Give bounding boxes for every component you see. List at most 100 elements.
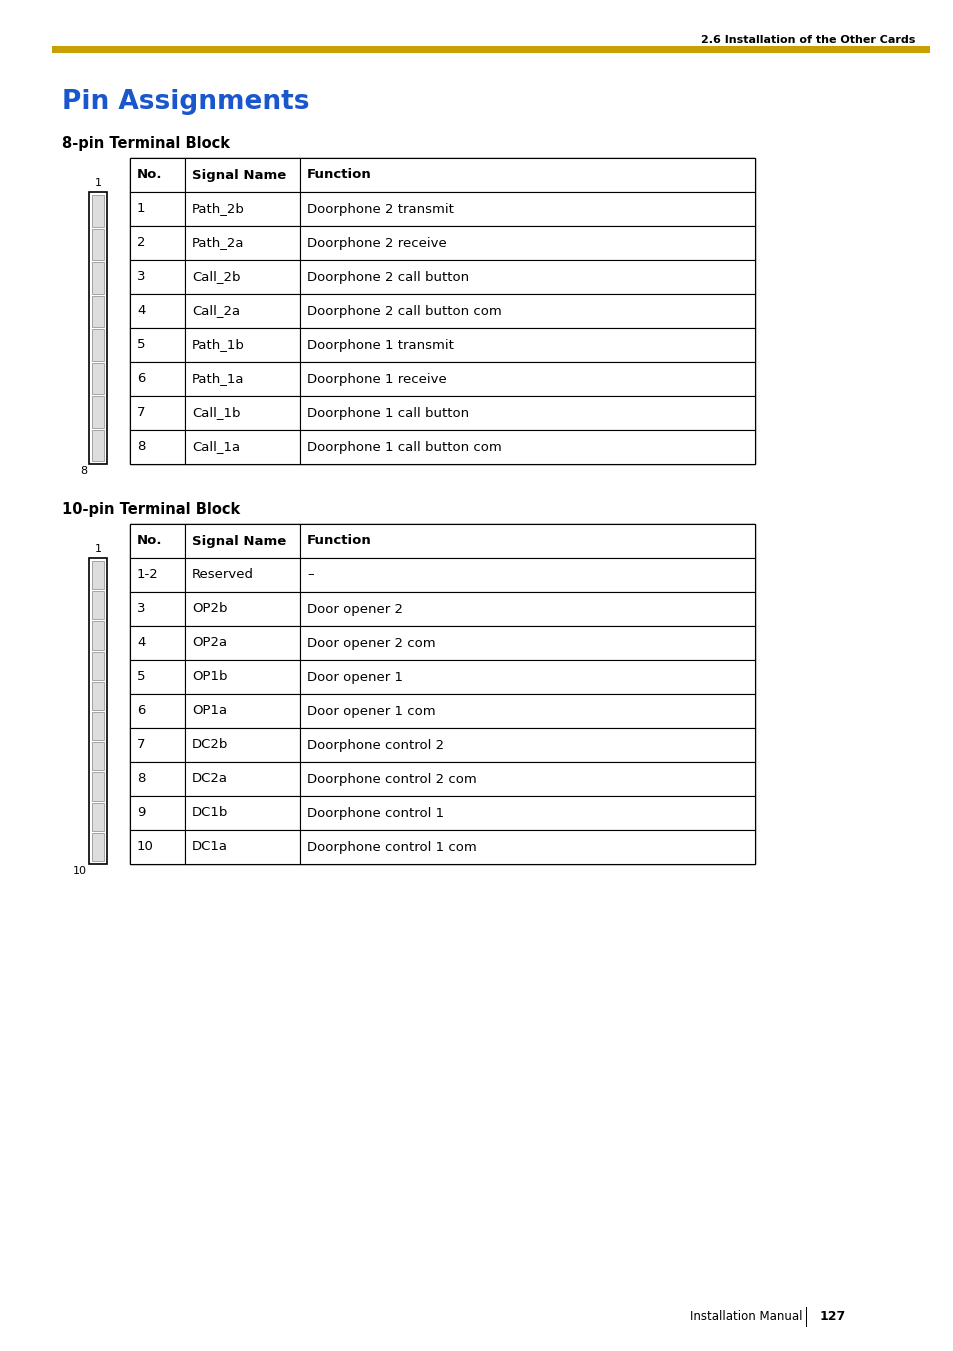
Bar	[185, 661, 299, 694]
Bar	[52, 46, 929, 53]
Bar	[130, 626, 185, 661]
Bar	[185, 592, 299, 626]
Bar	[130, 328, 185, 362]
Text: 10-pin Terminal Block: 10-pin Terminal Block	[62, 503, 240, 517]
Text: OP2a: OP2a	[192, 636, 227, 650]
Text: Doorphone control 2: Doorphone control 2	[307, 739, 444, 751]
Text: Signal Name: Signal Name	[192, 169, 286, 181]
Bar	[185, 796, 299, 830]
Text: Doorphone 2 receive: Doorphone 2 receive	[307, 236, 446, 250]
Text: 3: 3	[137, 270, 146, 284]
Bar	[130, 158, 185, 192]
Text: 8-pin Terminal Block: 8-pin Terminal Block	[62, 136, 230, 151]
Bar	[185, 830, 299, 865]
Text: 8: 8	[137, 773, 145, 785]
Bar	[130, 295, 185, 328]
Bar	[130, 430, 185, 463]
Bar	[130, 259, 185, 295]
Bar	[91, 651, 104, 680]
Bar	[299, 328, 754, 362]
Bar	[91, 621, 104, 650]
Bar	[299, 430, 754, 463]
Bar	[299, 661, 754, 694]
Text: OP1b: OP1b	[192, 670, 227, 684]
Text: Reserved: Reserved	[192, 569, 253, 581]
Text: Doorphone 2 call button com: Doorphone 2 call button com	[307, 304, 501, 317]
Bar	[91, 832, 104, 861]
Bar	[130, 661, 185, 694]
Text: Installation Manual: Installation Manual	[689, 1310, 801, 1324]
Text: Path_2a: Path_2a	[192, 236, 244, 250]
Text: 2.6 Installation of the Other Cards: 2.6 Installation of the Other Cards	[700, 35, 914, 45]
Text: Pin Assignments: Pin Assignments	[62, 89, 309, 115]
Bar	[91, 712, 104, 740]
Bar	[185, 558, 299, 592]
Bar	[299, 259, 754, 295]
Text: Doorphone control 1: Doorphone control 1	[307, 807, 444, 820]
Text: No.: No.	[137, 535, 162, 547]
Text: –: –	[307, 569, 314, 581]
Text: 3: 3	[137, 603, 146, 616]
Bar	[130, 796, 185, 830]
Text: DC1a: DC1a	[192, 840, 228, 854]
Text: Function: Function	[307, 535, 372, 547]
Bar	[185, 328, 299, 362]
Text: 1-2: 1-2	[137, 569, 158, 581]
Bar	[91, 802, 104, 831]
Text: DC1b: DC1b	[192, 807, 228, 820]
Bar	[185, 226, 299, 259]
Text: Signal Name: Signal Name	[192, 535, 286, 547]
Text: Doorphone 1 call button com: Doorphone 1 call button com	[307, 440, 501, 454]
Text: Path_1b: Path_1b	[192, 339, 245, 351]
Text: 9: 9	[137, 807, 145, 820]
Text: OP2b: OP2b	[192, 603, 227, 616]
Bar	[299, 830, 754, 865]
Bar	[91, 561, 104, 589]
Bar	[130, 728, 185, 762]
Text: Doorphone 2 call button: Doorphone 2 call button	[307, 270, 469, 284]
Text: Doorphone 2 transmit: Doorphone 2 transmit	[307, 203, 454, 216]
Text: 4: 4	[137, 304, 145, 317]
Bar	[185, 694, 299, 728]
Text: Call_2b: Call_2b	[192, 270, 240, 284]
Text: 127: 127	[820, 1310, 845, 1324]
Bar	[91, 396, 104, 427]
Bar	[299, 226, 754, 259]
Text: 5: 5	[137, 339, 146, 351]
Bar	[91, 296, 104, 327]
Text: Call_2a: Call_2a	[192, 304, 240, 317]
Bar	[185, 259, 299, 295]
Text: DC2a: DC2a	[192, 773, 228, 785]
Bar	[299, 524, 754, 558]
Text: Function: Function	[307, 169, 372, 181]
Bar	[299, 558, 754, 592]
Text: Doorphone control 1 com: Doorphone control 1 com	[307, 840, 476, 854]
Bar	[185, 524, 299, 558]
Bar	[299, 396, 754, 430]
Bar	[299, 694, 754, 728]
Bar	[299, 626, 754, 661]
Text: 6: 6	[137, 373, 145, 385]
Text: 10: 10	[73, 866, 87, 875]
Text: 1: 1	[94, 544, 101, 554]
Bar	[299, 592, 754, 626]
Text: Doorphone 1 call button: Doorphone 1 call button	[307, 407, 469, 420]
Text: Doorphone 1 transmit: Doorphone 1 transmit	[307, 339, 454, 351]
Bar	[91, 195, 104, 227]
Bar	[299, 728, 754, 762]
Bar	[130, 396, 185, 430]
Bar	[130, 226, 185, 259]
Text: 7: 7	[137, 739, 146, 751]
Text: 1: 1	[94, 178, 101, 188]
Text: Doorphone control 2 com: Doorphone control 2 com	[307, 773, 476, 785]
Bar	[185, 430, 299, 463]
Bar	[91, 592, 104, 619]
Bar	[130, 830, 185, 865]
Text: 4: 4	[137, 636, 145, 650]
Text: 8: 8	[80, 466, 87, 476]
Text: 8: 8	[137, 440, 145, 454]
Text: Call_1b: Call_1b	[192, 407, 240, 420]
Bar	[299, 158, 754, 192]
Bar	[91, 330, 104, 361]
Text: 10: 10	[137, 840, 153, 854]
